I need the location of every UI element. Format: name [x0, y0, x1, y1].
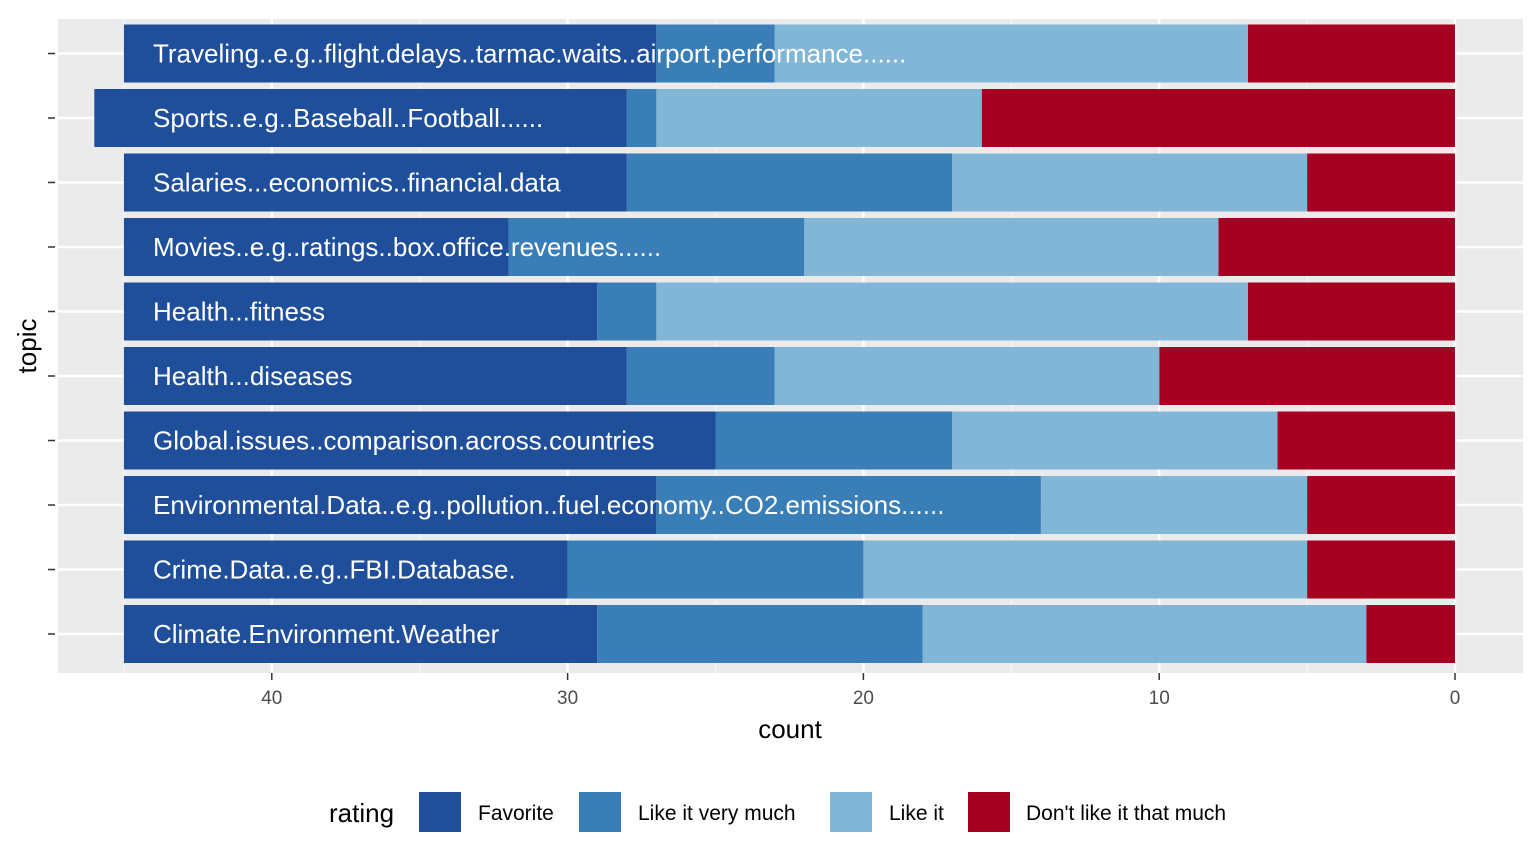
bar-segment	[952, 153, 1308, 212]
legend-label: Like it	[889, 802, 944, 825]
bar-segment	[626, 89, 657, 147]
bar-segment	[123, 24, 657, 83]
legend-key	[419, 792, 461, 832]
legend-key	[968, 792, 1010, 832]
legend-title: rating	[329, 798, 394, 828]
bar-segment	[123, 153, 627, 212]
bar-segment	[1159, 347, 1455, 405]
x-tick-label: 40	[261, 688, 282, 709]
bar-segment	[94, 89, 627, 147]
bar-label: Health...diseases	[153, 361, 352, 391]
bar-segment	[922, 605, 1367, 663]
y-axis-label: topic	[12, 319, 42, 374]
x-tick-label: 0	[1450, 688, 1461, 709]
bars	[94, 24, 1455, 663]
bar-segment	[1366, 605, 1455, 663]
bar-segment	[656, 476, 1041, 534]
bar-segment	[626, 347, 775, 405]
bar-label: Crime.Data..e.g..FBI.Database.	[153, 555, 516, 585]
x-tick-label: 10	[1149, 688, 1170, 709]
bar-label: Environmental.Data..e.g..pollution..fuel…	[153, 490, 944, 520]
legend-label: Favorite	[478, 802, 554, 825]
bar-segment	[123, 218, 509, 276]
bar-segment	[597, 282, 657, 341]
bar-segment	[863, 540, 1308, 599]
bar-segment	[123, 282, 598, 341]
bar-segment	[656, 24, 775, 83]
bar-label: Sports..e.g..Baseball..Football......	[153, 103, 543, 133]
bar-label: Climate.Environment.Weather	[153, 619, 500, 649]
bar-segment	[123, 476, 657, 534]
bar-segment	[952, 411, 1278, 470]
bar-label: Health...fitness	[153, 297, 325, 327]
bar-segment	[715, 411, 953, 470]
bar-labels: Climate.Environment.Weather Crime.Data..e…	[153, 39, 944, 650]
bar-segment	[656, 89, 982, 147]
legend-label: Like it very much	[638, 802, 796, 825]
y-axis-ticks	[48, 52, 55, 635]
bar-segment	[1307, 153, 1455, 212]
x-tick-label: 30	[557, 688, 578, 709]
bar-segment	[1247, 24, 1455, 83]
bar-segment	[1218, 218, 1455, 276]
bar-segment	[123, 347, 627, 405]
bar-segment	[508, 218, 805, 276]
legend: rating Favorite Like it very much Like it D…	[329, 792, 1226, 832]
bar-segment	[626, 153, 953, 212]
bar-label: Traveling..e.g..flight.delays..tarmac.wa…	[153, 39, 906, 69]
legend-label: Don't like it that much	[1026, 802, 1226, 825]
bar-segment	[1307, 540, 1455, 599]
bar-segment	[123, 411, 716, 470]
bar-label: Movies..e.g..ratings..box.office.revenue…	[153, 232, 661, 262]
bar-label: Global.issues..comparison.across.countri…	[153, 426, 654, 456]
bar-segment	[1040, 476, 1308, 534]
bar-segment	[656, 282, 1248, 341]
bar-segment	[774, 24, 1248, 83]
legend-key	[579, 792, 621, 832]
legend-key	[830, 792, 872, 832]
bar-segment	[1247, 282, 1455, 341]
bar-segment	[123, 540, 568, 599]
bar-segment	[774, 347, 1160, 405]
bar-segment	[1277, 411, 1455, 470]
bar-segment	[981, 89, 1455, 147]
bar-segment	[597, 605, 923, 663]
bar-segment	[567, 540, 864, 599]
bar-segment	[804, 218, 1219, 276]
bar-segment	[123, 605, 598, 663]
bar-segment	[1307, 476, 1455, 534]
bar-label: Salaries...economics..financial.data	[153, 168, 561, 198]
x-tick-label: 20	[853, 688, 874, 709]
x-axis-ticks: 40 30 20 10 0	[261, 673, 1460, 709]
x-axis-label: count	[758, 714, 822, 744]
